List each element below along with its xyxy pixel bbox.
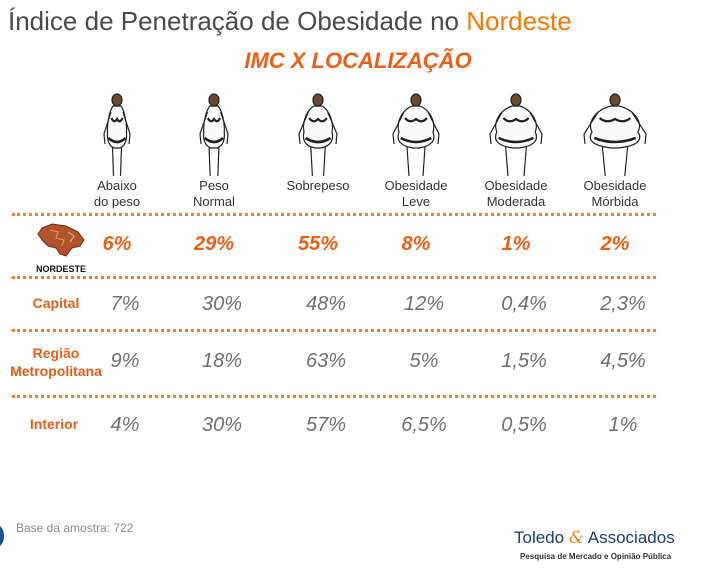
- table-cell: 0,5%: [501, 414, 547, 436]
- table-cell: 12%: [403, 293, 445, 315]
- category-label-line1: Obesidade: [384, 178, 448, 193]
- sample-base: Base da amostra: 722: [16, 521, 134, 535]
- table-cell: 2,3%: [600, 293, 646, 315]
- category-label-line2: Moderada: [486, 194, 546, 209]
- chart-subtitle: IMC X LOCALIZAÇÃO: [244, 48, 472, 73]
- row-label: NORDESTE: [28, 260, 94, 278]
- table-cell: 5%: [409, 350, 439, 372]
- category-header-0: Abaixo do peso: [62, 178, 172, 210]
- category-label-line1: Obesidade: [583, 178, 647, 193]
- brand-tagline: Pesquisa de Mercado e Opinião Pública: [520, 552, 672, 561]
- table-cell: 2%: [600, 233, 630, 255]
- category-label-line1: Sobrepeso: [286, 178, 350, 193]
- category-header-2: Sobrepeso: [263, 178, 373, 194]
- table-cell: 55%: [297, 233, 339, 255]
- row-separator: [12, 213, 656, 216]
- table-cell: 8%: [401, 233, 431, 255]
- body-silhouette-icon: [392, 93, 440, 177]
- table-cell: 6%: [102, 233, 132, 255]
- body-silhouette-icon: [103, 93, 131, 177]
- body-silhouette-icon: [199, 93, 229, 177]
- brand-ampersand: &: [568, 528, 584, 548]
- row-separator: [12, 329, 656, 332]
- row-separator: [12, 276, 656, 279]
- category-header-5: Obesidade Mórbida: [560, 178, 670, 210]
- body-silhouette-icon: [298, 93, 338, 177]
- brand-name-2: Associados: [583, 528, 675, 547]
- nordeste-map-icon: [37, 223, 85, 257]
- table-cell: 63%: [305, 350, 347, 372]
- row-label-line1: NORDESTE: [35, 264, 86, 274]
- category-label-line1: Peso: [199, 178, 229, 193]
- body-silhouette-icon: [489, 93, 543, 177]
- brand-name-1: Toledo: [514, 528, 569, 547]
- category-label-line2: Mórbida: [591, 194, 639, 209]
- row-label-line1: Interior: [29, 416, 79, 432]
- category-label-line2: Leve: [401, 194, 431, 209]
- category-label-line1: Obesidade: [484, 178, 548, 193]
- table-cell: 9%: [110, 350, 140, 372]
- category-label-line1: Abaixo: [97, 178, 137, 193]
- row-separator: [12, 395, 656, 398]
- table-cell: 4,5%: [600, 350, 646, 372]
- table-cell: 1%: [501, 233, 531, 255]
- table-cell: 0,4%: [501, 293, 547, 315]
- title-main: Índice de Penetração de Obesidade no: [8, 6, 467, 36]
- category-label-line2: do peso: [93, 194, 141, 209]
- table-cell: 1%: [608, 414, 638, 436]
- brand-logo: Toledo & Associados: [514, 528, 675, 548]
- category-header-3: Obesidade Leve: [361, 178, 471, 210]
- category-header-4: Obesidade Moderada: [461, 178, 571, 210]
- edge-decoration: [0, 523, 4, 549]
- table-cell: 29%: [193, 233, 235, 255]
- title-highlight: Nordeste: [466, 6, 572, 36]
- row-label-line2: Metropolitana: [10, 363, 102, 379]
- chart-title: Índice de Penetração de Obesidade no Nor…: [8, 6, 572, 37]
- table-cell: 48%: [305, 293, 347, 315]
- table-cell: 7%: [110, 293, 140, 315]
- row-label: Região Metropolitana: [0, 344, 112, 380]
- table-cell: 30%: [201, 293, 243, 315]
- body-silhouette-icon: [583, 93, 647, 177]
- row-label: Interior: [0, 415, 108, 433]
- row-label-line1: Região: [32, 345, 80, 361]
- table-cell: 18%: [201, 350, 243, 372]
- table-cell: 57%: [305, 414, 347, 436]
- table-cell: 30%: [201, 414, 243, 436]
- table-cell: 1,5%: [501, 350, 547, 372]
- category-header-1: Peso Normal: [159, 178, 269, 210]
- row-label: Capital: [0, 294, 112, 312]
- table-cell: 6,5%: [401, 414, 447, 436]
- table-cell: 4%: [110, 414, 140, 436]
- category-label-line2: Normal: [193, 194, 235, 209]
- row-label-line1: Capital: [32, 295, 80, 311]
